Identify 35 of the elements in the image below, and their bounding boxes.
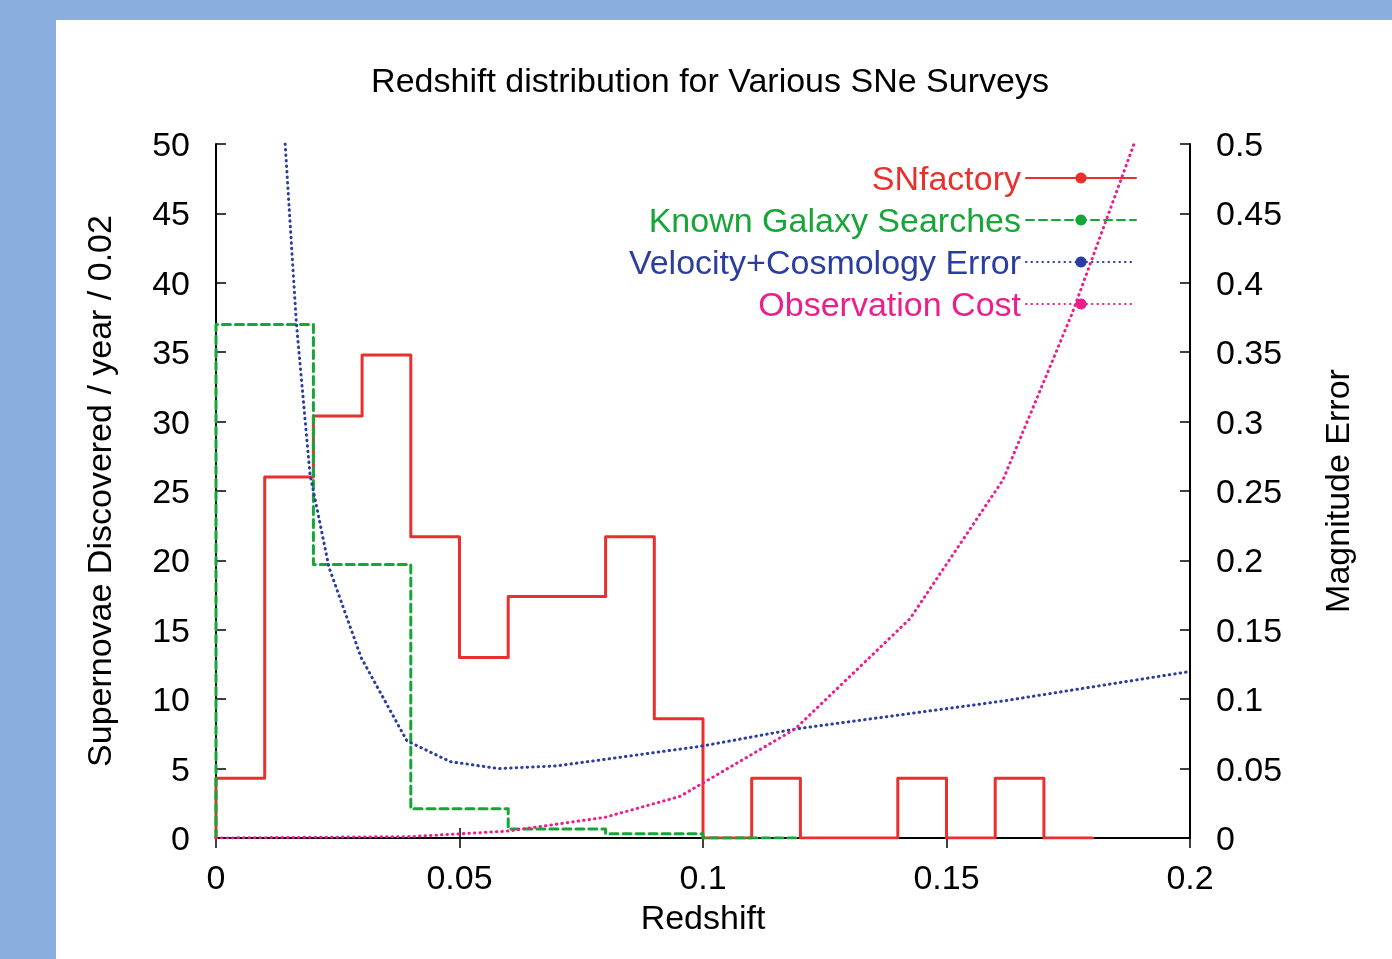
y2-tick-label: 0.4 [1216,263,1264,302]
x-tick-label: 0.1 [679,858,727,896]
y2-tick-label: 0.1 [1216,680,1264,719]
y2-axis-title: Magnitude Error [1318,369,1356,613]
y-tick-label: 10 [152,680,190,719]
y-tick-label: 45 [152,194,190,233]
legend-label: Known Galaxy Searches [648,201,1021,239]
legend-label: Velocity+Cosmology Error [628,243,1021,281]
y2-tick-label: 0.3 [1216,402,1264,441]
y2-tick-label: 0 [1216,819,1235,857]
x-tick-label: 0 [206,858,226,896]
y-tick-label: 0 [171,819,190,857]
y2-tick-label: 0.25 [1216,472,1283,510]
x-tick-label: 0.05 [426,858,493,896]
y2-tick-label: 0.5 [1216,125,1264,163]
x-tick-label: 0.15 [913,858,980,896]
y-tick-label: 25 [152,472,190,510]
x-axis-title: Redshift [640,898,766,936]
y-tick-label: 5 [171,749,190,788]
legend-label: SNfactory [871,159,1021,197]
legend-label: Observation Cost [758,285,1022,323]
y-axis-title: Supernovae Discovered / year / 0.02 [80,215,118,767]
y-tick-label: 40 [152,263,190,302]
y-tick-label: 15 [152,610,190,649]
y2-tick-label: 0.2 [1216,541,1264,580]
y-tick-label: 30 [152,402,190,441]
x-tick-label: 0.2 [1166,858,1214,896]
chart-title: Redshift distribution for Various SNe Surveys [371,61,1049,99]
y2-tick-label: 0.45 [1216,194,1283,233]
y2-tick-label: 0.35 [1216,333,1283,372]
y-tick-label: 50 [152,125,190,163]
y2-tick-label: 0.15 [1216,610,1283,649]
y-tick-label: 20 [152,541,190,580]
y2-tick-label: 0.05 [1216,749,1283,788]
y-tick-label: 35 [152,333,190,372]
